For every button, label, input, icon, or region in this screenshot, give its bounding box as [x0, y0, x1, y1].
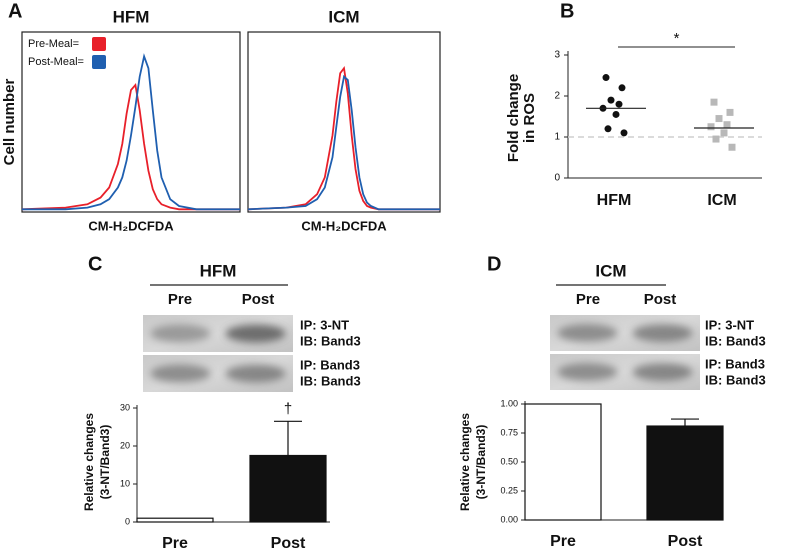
blot-label: IB: Band3	[705, 333, 766, 348]
y-tick-label: 0.75	[500, 427, 518, 437]
y-axis-label: Relative changes	[458, 413, 472, 511]
blot-band	[225, 324, 286, 343]
blot-band	[225, 364, 286, 383]
blot-title: ICM	[595, 261, 626, 280]
data-point	[723, 121, 731, 129]
data-point	[602, 74, 610, 82]
bar	[646, 425, 724, 521]
blot-title: HFM	[200, 261, 237, 280]
chart-title: HFM	[113, 7, 150, 26]
data-point	[720, 129, 728, 137]
histogram-line	[22, 53, 240, 211]
panel-letter: D	[487, 253, 501, 275]
x-tick-label: Pre	[162, 535, 188, 552]
histogram-line	[247, 65, 440, 211]
data-point	[707, 123, 715, 131]
x-tick-label: ICM	[707, 192, 736, 209]
lane-label: Pre	[576, 291, 600, 308]
legend-label: Pre-Meal=	[28, 38, 79, 50]
y-tick-label: 0	[554, 173, 560, 184]
panel-letter: B	[560, 0, 574, 22]
y-tick-label: 0.25	[500, 485, 518, 495]
y-axis-label: Fold change	[505, 74, 522, 162]
x-tick-label: Post	[668, 533, 703, 550]
blot-label: IB: Band3	[705, 372, 766, 387]
bar	[136, 517, 214, 523]
data-point	[715, 115, 723, 123]
data-point	[604, 125, 612, 133]
x-tick-label: Pre	[550, 533, 576, 550]
blot-label: IB: Band3	[300, 333, 361, 348]
blot-label: IP: 3-NT	[705, 317, 754, 332]
plot-frame	[21, 31, 241, 213]
y-tick-label: 3	[554, 50, 560, 61]
blot-band	[632, 324, 693, 342]
blot-label: IP: Band3	[705, 356, 765, 371]
y-tick-label: 20	[120, 440, 130, 450]
y-tick-label: 1.00	[500, 398, 518, 408]
blot-band	[632, 363, 693, 381]
error-bar	[671, 418, 699, 427]
blot-band	[557, 324, 618, 342]
data-point	[620, 129, 628, 137]
y-axis-label: in ROS	[521, 93, 538, 143]
x-axis-label: CM-H₂DCFDA	[88, 218, 174, 233]
data-point	[618, 84, 626, 92]
data-point	[712, 135, 720, 143]
y-tick-label: 30	[120, 402, 130, 412]
y-axis-label: (3-NT/Band3)	[474, 425, 488, 500]
lane-label: Pre	[168, 291, 192, 308]
histogram-line	[247, 74, 440, 211]
blot-band	[150, 324, 211, 343]
x-tick-label: HFM	[597, 192, 632, 209]
y-tick-label: 1	[554, 132, 560, 143]
y-tick-label: 2	[554, 91, 560, 102]
data-point	[728, 143, 736, 151]
legend-label: Post-Meal=	[28, 56, 84, 68]
x-tick-label: Post	[271, 535, 306, 552]
y-tick-label: 0.00	[500, 514, 518, 524]
data-point	[615, 100, 623, 108]
y-axis-label: (3-NT/Band3)	[98, 425, 112, 500]
data-point	[612, 110, 620, 118]
data-point	[726, 108, 734, 116]
plot-frame	[247, 31, 441, 213]
bar	[524, 403, 602, 521]
blot-label: IP: Band3	[300, 357, 360, 372]
lane-label: Post	[644, 291, 677, 308]
y-axis-label: Relative changes	[82, 413, 96, 511]
y-tick-label: 0	[125, 516, 130, 526]
y-tick-label: 10	[120, 478, 130, 488]
data-point	[607, 96, 615, 104]
blot-label: IB: Band3	[300, 373, 361, 388]
legend-swatch	[92, 55, 106, 69]
significance-label: †	[284, 400, 292, 417]
y-tick-label: 0.50	[500, 456, 518, 466]
panel-letter: C	[88, 253, 102, 275]
error-bar	[274, 420, 302, 456]
panel-letter: A	[8, 0, 22, 22]
lane-label: Post	[242, 291, 275, 308]
blot-label: IP: 3-NT	[300, 317, 349, 332]
blot-band	[557, 363, 618, 381]
significance-label: *	[674, 30, 680, 47]
legend-swatch	[92, 37, 106, 51]
data-point	[710, 98, 718, 106]
histogram-line	[21, 82, 240, 211]
bar	[249, 454, 327, 523]
blot-band	[150, 364, 211, 383]
y-axis-label: Cell number	[1, 78, 18, 165]
x-axis-label: CM-H₂DCFDA	[301, 218, 387, 233]
chart-title: ICM	[328, 7, 359, 26]
